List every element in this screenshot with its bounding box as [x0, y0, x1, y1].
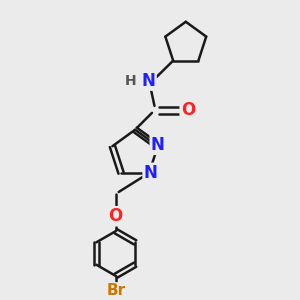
Text: O: O: [109, 207, 123, 225]
Text: N: N: [151, 136, 165, 154]
Text: N: N: [144, 164, 158, 182]
Text: N: N: [142, 71, 155, 89]
Text: O: O: [181, 101, 195, 119]
Text: Br: Br: [106, 283, 125, 298]
Text: H: H: [125, 74, 136, 88]
